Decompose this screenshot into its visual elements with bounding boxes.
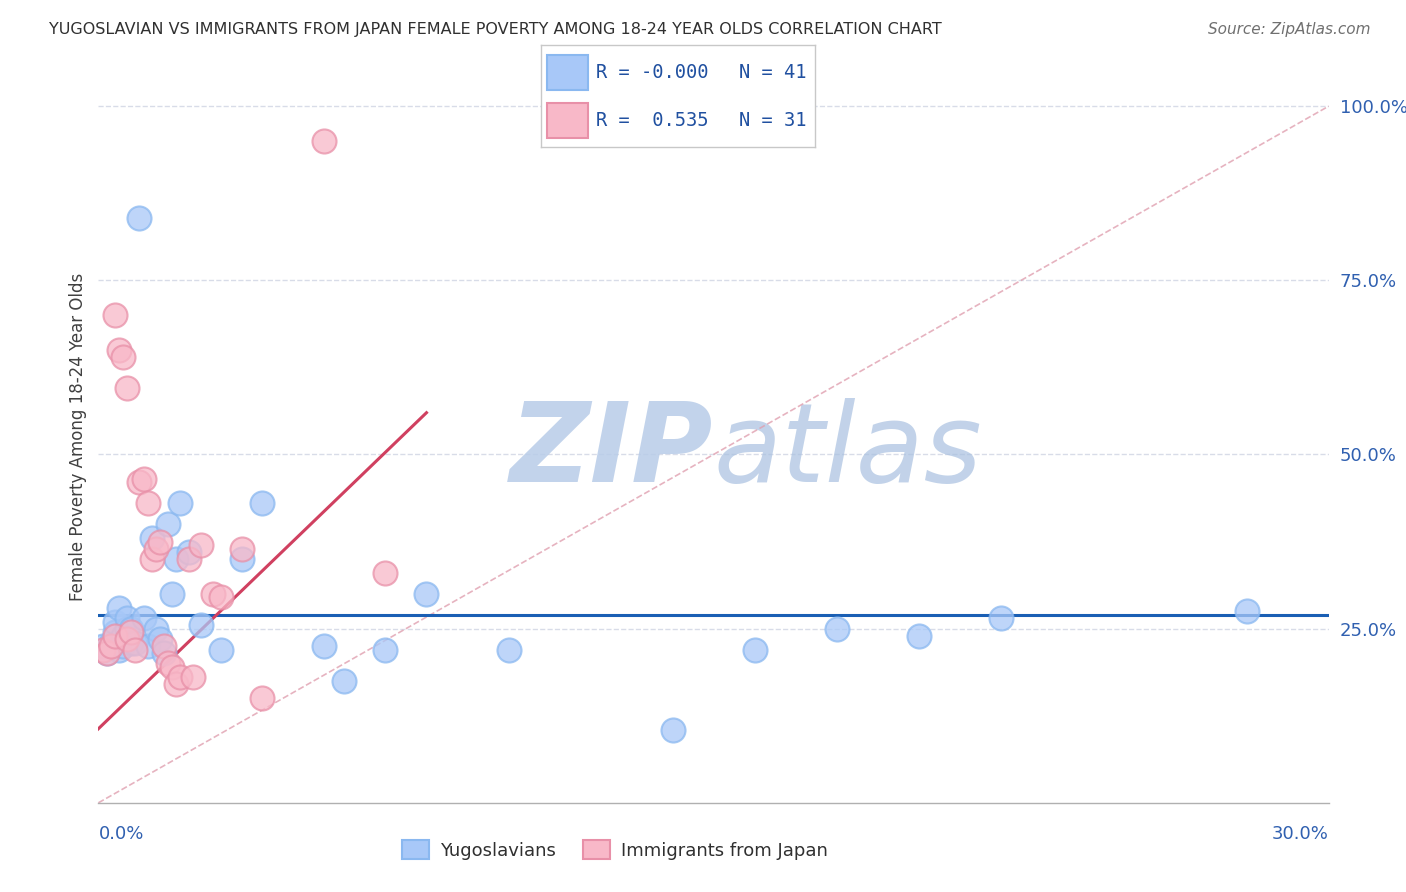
Point xyxy=(744,642,766,657)
Point xyxy=(100,635,122,649)
Point xyxy=(153,646,176,660)
Point xyxy=(115,632,138,646)
Point xyxy=(312,639,335,653)
Point xyxy=(661,723,683,737)
Text: Source: ZipAtlas.com: Source: ZipAtlas.com xyxy=(1208,22,1371,37)
Point xyxy=(177,545,200,559)
Point xyxy=(252,496,274,510)
Point xyxy=(181,670,204,684)
Point xyxy=(312,134,335,148)
Point xyxy=(169,670,191,684)
Point xyxy=(415,587,437,601)
Text: atlas: atlas xyxy=(714,398,983,505)
Point xyxy=(169,496,191,510)
Point xyxy=(374,566,396,580)
Point xyxy=(96,646,118,660)
Text: R =  0.535: R = 0.535 xyxy=(596,111,709,130)
Point xyxy=(120,625,142,640)
Point xyxy=(252,691,274,706)
FancyBboxPatch shape xyxy=(547,103,588,138)
Point xyxy=(96,646,118,660)
Point xyxy=(141,531,163,545)
Point xyxy=(104,625,127,640)
Text: ZIP: ZIP xyxy=(510,398,714,505)
Point xyxy=(165,677,187,691)
Text: N = 31: N = 31 xyxy=(738,111,806,130)
Point xyxy=(108,343,131,357)
Point xyxy=(211,591,233,605)
Point xyxy=(104,308,127,322)
Point xyxy=(177,552,200,566)
Point xyxy=(145,541,167,556)
Point xyxy=(374,642,396,657)
Point xyxy=(100,639,122,653)
Y-axis label: Female Poverty Among 18-24 Year Olds: Female Poverty Among 18-24 Year Olds xyxy=(69,273,87,601)
Point xyxy=(190,618,212,632)
Point xyxy=(104,629,127,643)
Point xyxy=(115,611,138,625)
Point xyxy=(124,635,146,649)
Point xyxy=(115,381,138,395)
Point xyxy=(907,629,929,643)
Point xyxy=(498,642,520,657)
Point xyxy=(202,587,225,601)
Point xyxy=(149,632,172,646)
Text: R = -0.000: R = -0.000 xyxy=(596,62,709,82)
Point xyxy=(124,642,146,657)
Point xyxy=(157,657,180,671)
Point xyxy=(104,615,127,629)
Point xyxy=(231,552,253,566)
Point xyxy=(141,552,163,566)
Point xyxy=(108,600,131,615)
Point xyxy=(128,211,150,225)
Text: 30.0%: 30.0% xyxy=(1272,825,1329,843)
Text: N = 41: N = 41 xyxy=(738,62,806,82)
Point xyxy=(108,642,131,657)
Point xyxy=(149,534,172,549)
Point xyxy=(211,642,233,657)
Point xyxy=(162,587,183,601)
Point xyxy=(333,673,356,688)
Point xyxy=(112,629,135,643)
Point xyxy=(136,639,159,653)
Point xyxy=(115,622,138,636)
FancyBboxPatch shape xyxy=(547,55,588,90)
Point xyxy=(990,611,1012,625)
Point xyxy=(145,622,167,636)
Point xyxy=(132,611,155,625)
Point xyxy=(157,517,180,532)
Point xyxy=(112,639,135,653)
Point xyxy=(231,541,253,556)
Text: 0.0%: 0.0% xyxy=(98,825,143,843)
Point xyxy=(162,660,183,674)
Point xyxy=(91,642,114,657)
Point xyxy=(825,622,848,636)
Legend: Yugoslavians, Immigrants from Japan: Yugoslavians, Immigrants from Japan xyxy=(395,833,835,867)
Text: YUGOSLAVIAN VS IMMIGRANTS FROM JAPAN FEMALE POVERTY AMONG 18-24 YEAR OLDS CORREL: YUGOSLAVIAN VS IMMIGRANTS FROM JAPAN FEM… xyxy=(49,22,942,37)
Point xyxy=(165,552,187,566)
Point xyxy=(153,639,176,653)
Point xyxy=(120,635,142,649)
Point xyxy=(190,538,212,552)
Point xyxy=(136,496,159,510)
Point xyxy=(120,622,142,636)
Point xyxy=(132,472,155,486)
Point xyxy=(112,350,135,364)
Point xyxy=(91,639,114,653)
Point xyxy=(1236,604,1258,618)
Point xyxy=(128,475,150,490)
